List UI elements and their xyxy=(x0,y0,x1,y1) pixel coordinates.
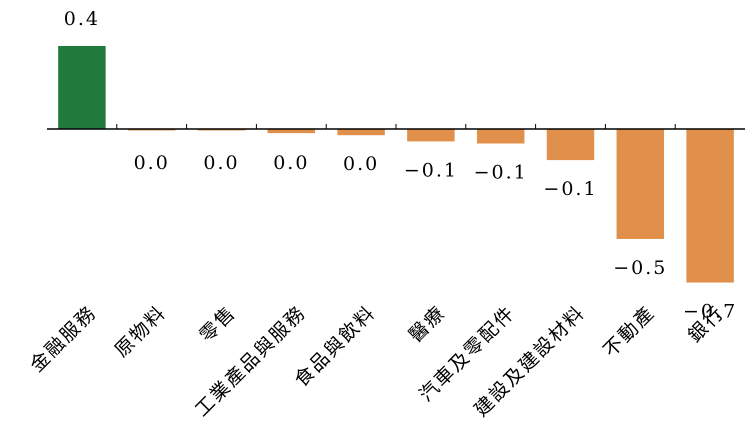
x-tick-label: 零售 xyxy=(195,302,240,347)
data-label: 0.0 xyxy=(203,152,239,174)
x-tick-label: 原物料 xyxy=(111,302,171,362)
data-label: 0.4 xyxy=(64,8,100,30)
bar xyxy=(267,128,316,134)
bar xyxy=(546,128,595,161)
x-tick-label: 金融服務 xyxy=(26,302,101,377)
data-label: −0.1 xyxy=(404,159,458,181)
data-label: 0.0 xyxy=(273,152,309,174)
data-label: 0.0 xyxy=(343,153,379,175)
bar xyxy=(616,128,665,239)
bar xyxy=(407,128,455,142)
data-label: −0.5 xyxy=(613,257,667,279)
bar xyxy=(686,128,734,283)
data-label: −0.7 xyxy=(683,301,737,323)
bar xyxy=(58,45,106,129)
bar xyxy=(476,128,525,144)
data-label: −0.1 xyxy=(543,178,597,200)
data-label: −0.1 xyxy=(474,162,528,184)
x-tick-label: 醫療 xyxy=(405,302,450,347)
x-tick-label: 不動產 xyxy=(599,302,659,362)
data-label: 0.0 xyxy=(134,152,170,174)
bar xyxy=(337,128,385,136)
